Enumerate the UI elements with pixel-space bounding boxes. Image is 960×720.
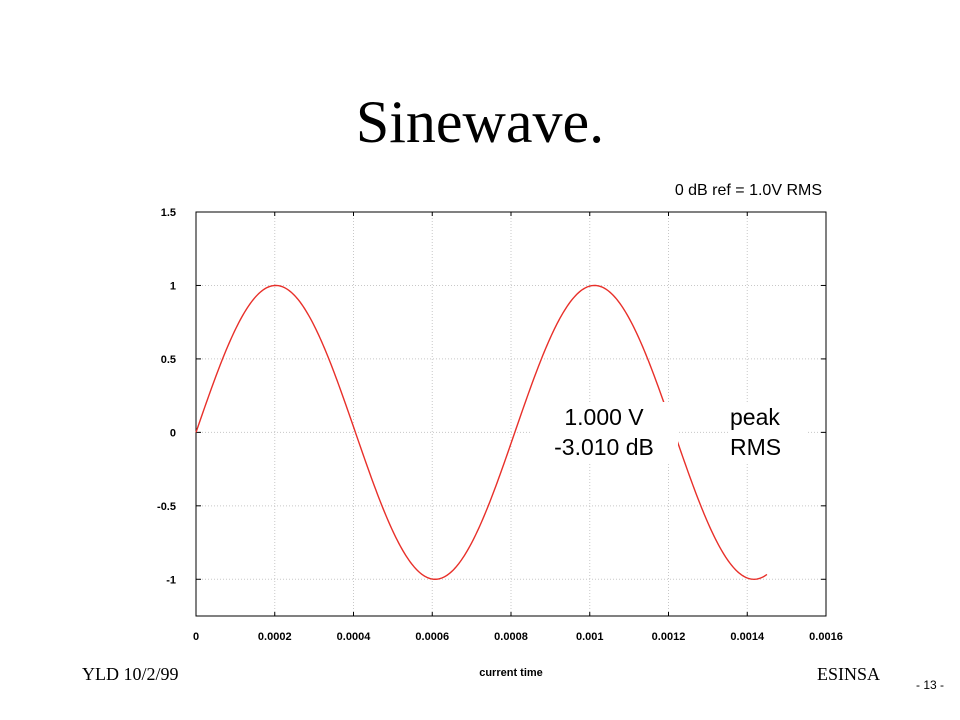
x-tick-label: 0.0004 [337,631,372,643]
y-tick-label: -0.5 [157,501,176,513]
peak-label: peak [730,404,780,430]
axis-ticks: 0 0.0002 0.0004 0.0006 0.0008 0.001 0.0012 0.00… [157,207,843,643]
footer-date: YLD 10/2/99 [82,664,179,684]
page-number: - 13 - [915,678,944,692]
y-tick-label: -1 [166,574,176,586]
annotation-labels: peak RMS [730,402,808,462]
y-tick-label: 1.5 [161,207,176,219]
rms-label: RMS [730,434,782,460]
x-tick-label: 0.001 [576,631,604,643]
x-axis-label: current time [479,667,543,679]
x-tick-label: 0 [193,631,199,643]
x-tick-label: 0.0006 [415,631,449,643]
chart-grid [196,212,826,616]
peak-voltage-value: 1.000 V [564,404,644,430]
y-tick-label: 0 [170,427,176,439]
y-tick-label: 0.5 [161,354,176,366]
rms-db-value: -3.010 dB [554,434,654,460]
x-tick-label: 0.0008 [494,631,528,643]
footer-organization: ESINSA [816,664,880,684]
db-reference-note: 0 dB ref = 1.0V RMS [674,182,822,199]
y-tick-label: 1 [170,280,176,292]
x-tick-label: 0.0014 [730,631,765,643]
annotation-values: 1.000 V -3.010 dB [530,402,678,462]
x-tick-label: 0.0012 [652,631,686,643]
x-tick-label: 0.0002 [258,631,292,643]
x-tick-label: 0.0016 [809,631,843,643]
slide-title: Sinewave. [355,89,605,155]
